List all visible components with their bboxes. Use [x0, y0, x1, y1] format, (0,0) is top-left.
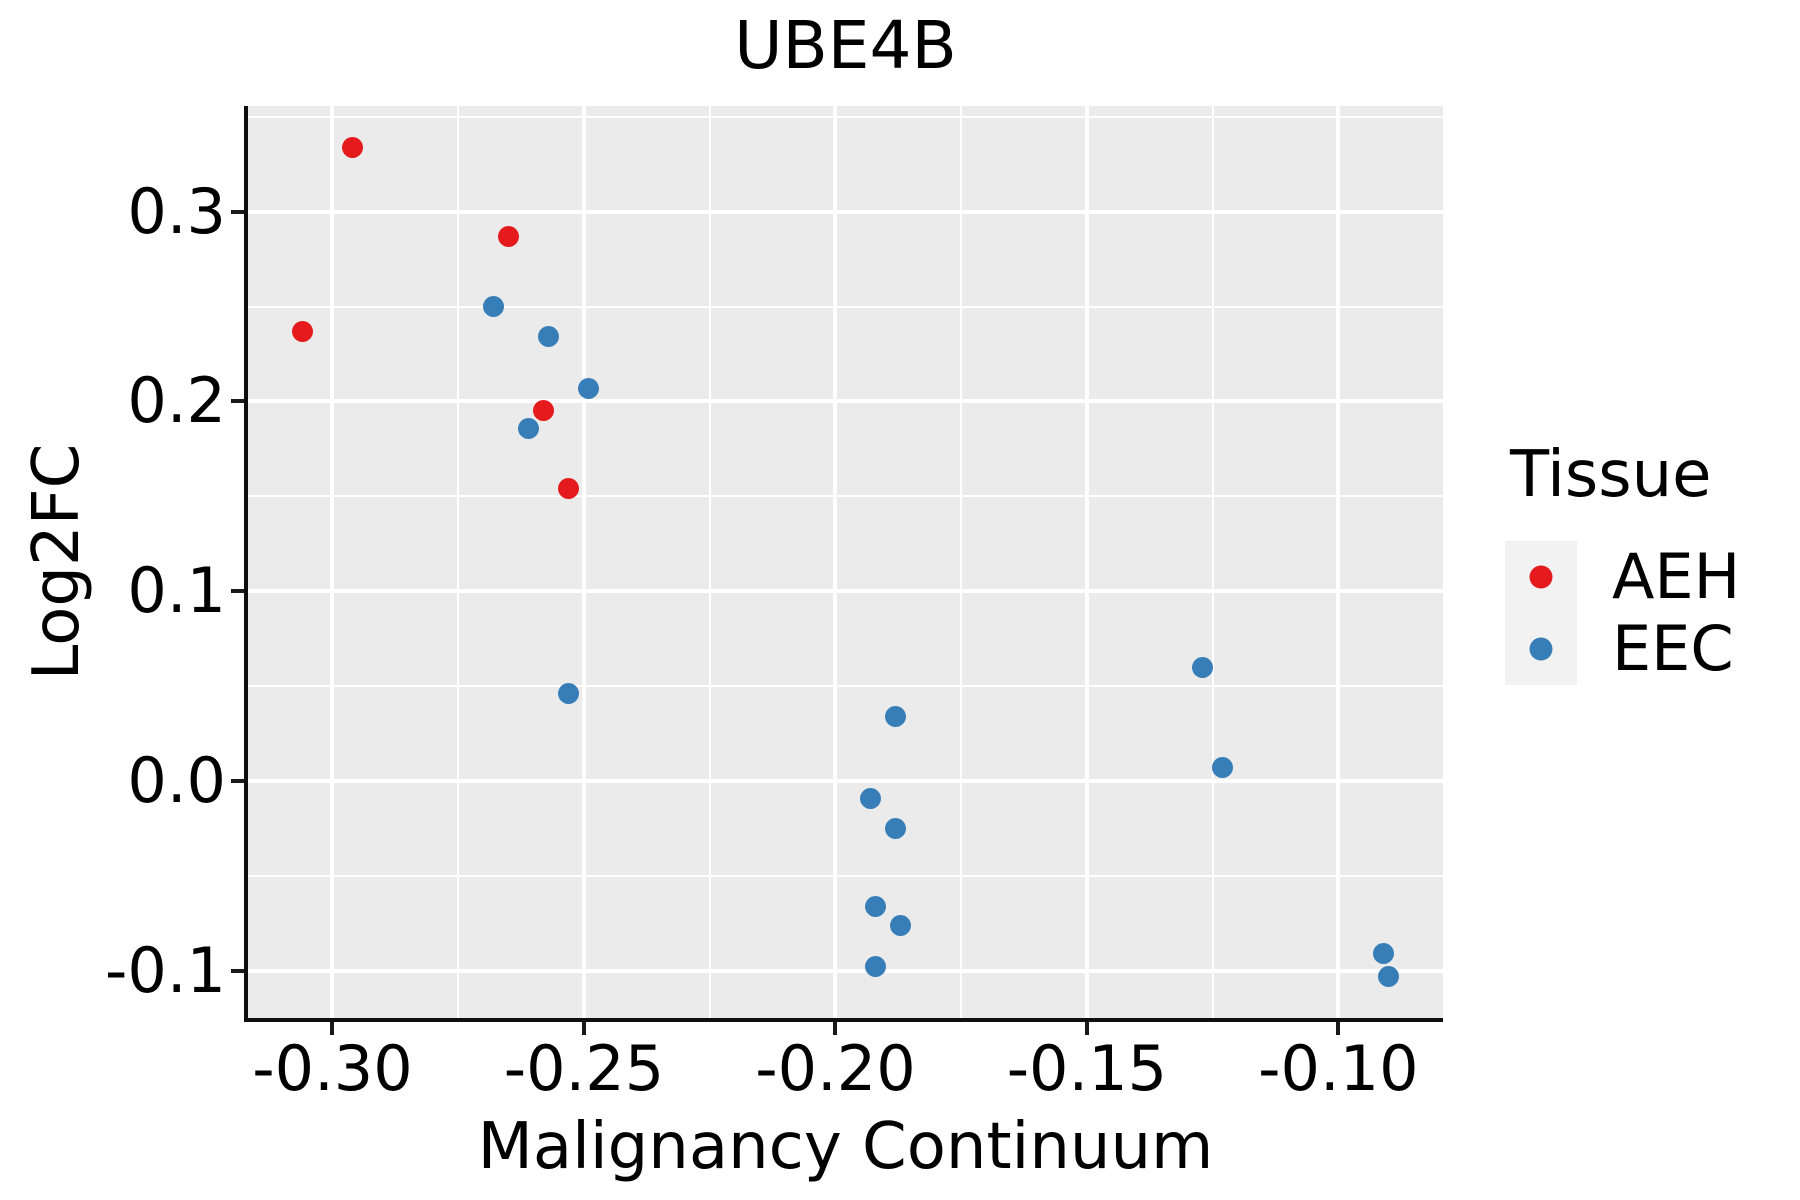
gridline-major-horizontal	[248, 209, 1443, 214]
data-point	[558, 683, 580, 705]
y-axis-tick	[231, 399, 244, 404]
y-axis-line	[244, 106, 248, 1022]
data-point	[1373, 943, 1395, 965]
data-point	[890, 914, 912, 936]
data-point	[498, 225, 520, 247]
gridline-minor-horizontal	[248, 495, 1443, 498]
data-point	[291, 320, 313, 342]
gridline-major-horizontal	[248, 968, 1443, 973]
data-point	[578, 377, 600, 399]
data-point	[865, 895, 887, 917]
gridline-minor-vertical	[1211, 106, 1214, 1018]
y-axis-tick	[231, 778, 244, 783]
gridline-minor-horizontal	[248, 115, 1443, 118]
gridline-major-horizontal	[248, 399, 1443, 404]
x-tick-label: -0.20	[755, 1032, 916, 1105]
y-tick-label: 0.3	[127, 174, 226, 248]
x-axis-tick	[581, 1022, 586, 1035]
data-point	[533, 400, 555, 422]
y-tick-label: 0.1	[127, 554, 226, 628]
legend-keys: AEH EEC	[1505, 541, 1740, 685]
x-axis-tick	[1084, 1022, 1089, 1035]
legend-item-aeh: AEH	[1505, 541, 1740, 613]
data-point	[518, 417, 540, 439]
data-point	[1378, 965, 1400, 987]
y-axis-tick	[231, 209, 244, 214]
data-point	[538, 326, 560, 348]
gridline-minor-vertical	[457, 106, 460, 1018]
gridline-major-vertical	[833, 106, 838, 1018]
gridline-minor-horizontal	[248, 874, 1443, 877]
x-tick-label: -0.25	[503, 1032, 665, 1105]
x-tick-label: -0.15	[1006, 1032, 1168, 1105]
data-point	[885, 705, 907, 727]
legend-key-box	[1505, 541, 1577, 613]
x-tick-label: -0.30	[252, 1032, 413, 1105]
gridline-major-vertical	[1084, 106, 1089, 1018]
x-axis-line	[244, 1018, 1443, 1022]
x-axis-title: Malignancy Continuum	[477, 1110, 1214, 1184]
eec-marker-icon	[1529, 637, 1553, 661]
aeh-marker-icon	[1529, 565, 1553, 589]
data-point	[1212, 757, 1234, 779]
legend: Tissue AEH EEC	[1505, 435, 1740, 685]
data-point	[342, 136, 364, 158]
gridline-major-horizontal	[248, 778, 1443, 783]
data-point	[865, 956, 887, 978]
y-tick-label: 0.2	[127, 364, 226, 438]
legend-label: AEH	[1612, 540, 1741, 613]
data-point	[558, 478, 580, 500]
gridline-major-vertical	[581, 106, 586, 1018]
x-axis-tick	[330, 1022, 335, 1035]
data-point	[885, 817, 907, 839]
plot-panel	[248, 106, 1443, 1018]
y-axis-tick	[231, 968, 244, 973]
y-tick-label: -0.1	[105, 933, 226, 1007]
data-point	[482, 296, 504, 318]
plot-title: UBE4B	[734, 7, 957, 84]
data-point	[860, 787, 882, 809]
gridline-minor-horizontal	[248, 685, 1443, 688]
legend-key-box	[1505, 613, 1577, 685]
gridline-minor-vertical	[960, 106, 963, 1018]
y-tick-label: 0.0	[127, 743, 226, 817]
legend-label: EEC	[1612, 612, 1734, 685]
legend-item-eec: EEC	[1505, 613, 1740, 685]
gridline-minor-horizontal	[248, 305, 1443, 308]
data-point	[1192, 656, 1214, 678]
x-axis-tick	[1336, 1022, 1341, 1035]
legend-title: Tissue	[1510, 438, 1712, 512]
gridline-major-horizontal	[248, 589, 1443, 594]
gridline-major-vertical	[330, 106, 335, 1018]
x-axis-tick	[833, 1022, 838, 1035]
gridline-major-vertical	[1336, 106, 1341, 1018]
gridline-minor-vertical	[708, 106, 711, 1018]
x-tick-label: -0.10	[1258, 1032, 1419, 1105]
y-axis-tick	[231, 589, 244, 594]
